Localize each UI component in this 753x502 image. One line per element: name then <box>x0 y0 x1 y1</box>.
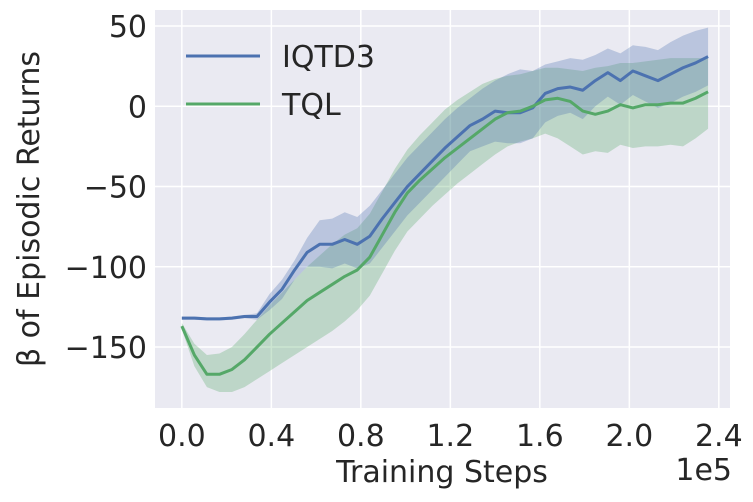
y-tick-label: −100 <box>65 251 147 286</box>
x-tick-label: 1.2 <box>426 419 474 454</box>
x-axis-label: Training Steps <box>335 455 548 490</box>
line-tql <box>180 90 709 376</box>
y-tick-label: 0 <box>128 90 147 125</box>
line-iqtd3 <box>181 55 709 321</box>
legend-label-iqtd3: IQTD3 <box>282 40 375 75</box>
x-gridlines <box>181 10 720 408</box>
x-axis-offset-label: 1e5 <box>675 453 732 488</box>
x-tick-label: 1.6 <box>516 419 564 454</box>
legend: IQTD3 TQL <box>186 40 375 123</box>
y-tick-label: 50 <box>109 10 147 45</box>
x-tick-labels: 0.0 0.4 0.8 1.2 1.6 2.0 2.4 <box>158 419 743 454</box>
x-tick-label: 2.0 <box>605 419 653 454</box>
y-tick-labels: 50 0 −50 −100 −150 <box>65 10 147 366</box>
x-tick-label: 0.4 <box>247 419 295 454</box>
y-tick-label: −50 <box>84 171 147 206</box>
x-tick-label: 2.4 <box>695 419 743 454</box>
x-tick-label: 0.8 <box>337 419 385 454</box>
x-tick-label: 0.0 <box>158 419 206 454</box>
y-axis-label: β of Episodic Returns <box>12 51 47 367</box>
band-tql <box>181 58 709 392</box>
legend-label-tql: TQL <box>281 88 341 123</box>
series-lines <box>180 55 709 376</box>
y-tick-label: −150 <box>65 331 147 366</box>
plot-background <box>155 10 730 408</box>
